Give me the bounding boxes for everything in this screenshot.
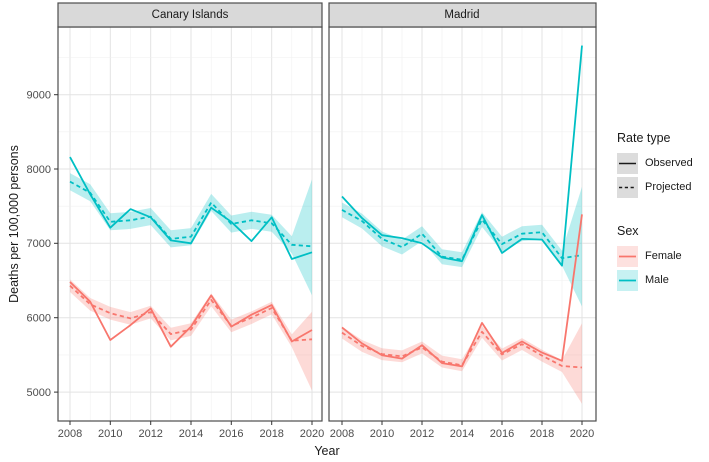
facet-strip xyxy=(57,2,323,28)
x-tick-label: 2016 xyxy=(219,428,243,440)
y-tick-label: 5000 xyxy=(27,387,51,399)
line-male-observed xyxy=(69,156,313,260)
y-tick-label: 9000 xyxy=(27,90,51,102)
projected-dashed-line-key-icon xyxy=(617,176,638,198)
y-tick-label: 8000 xyxy=(27,164,51,176)
observed-solid-line-key-icon xyxy=(617,152,638,174)
x-tick-label: 2012 xyxy=(138,428,162,440)
x-tick-label: 2018 xyxy=(259,428,283,440)
ribbon-female xyxy=(70,279,312,391)
facet-strip xyxy=(328,2,597,28)
y-tick-label: 6000 xyxy=(27,313,51,325)
x-tick-label: 2010 xyxy=(370,428,394,440)
x-tick-label: 2010 xyxy=(98,428,122,440)
x-tick-label: 2012 xyxy=(410,428,434,440)
y-axis-title: Deaths per 100,000 persons xyxy=(7,145,21,303)
ribbon-male xyxy=(342,186,582,307)
legend-label-projected: Projected xyxy=(645,181,692,193)
legend-label-female: Female xyxy=(645,250,682,262)
y-tick-label: 7000 xyxy=(27,238,51,250)
legend-label-observed: Observed xyxy=(645,157,693,169)
legend-item-female: Female xyxy=(617,245,707,267)
line-male-projected xyxy=(69,180,313,248)
x-tick-label: 2020 xyxy=(570,428,594,440)
x-tick-label: 2018 xyxy=(530,428,554,440)
legend-item-male: Male xyxy=(617,269,707,291)
line-female-observed xyxy=(69,281,313,348)
legend-rate-type-title: Rate type xyxy=(617,131,671,145)
line-female-projected xyxy=(341,330,583,369)
legend-item-observed: Observed xyxy=(617,152,707,174)
x-tick-label: 2020 xyxy=(300,428,324,440)
line-female-projected xyxy=(69,285,313,342)
ribbon-male xyxy=(70,173,312,296)
panel-background xyxy=(58,27,322,421)
x-axis-title: Year xyxy=(314,444,340,458)
facet-strip-canary-islands: Canary Islands xyxy=(151,9,229,21)
facet-strip-madrid: Madrid xyxy=(444,9,480,21)
legend-item-projected: Projected xyxy=(617,176,707,198)
legend: Rate type Observed Projected Sex Female xyxy=(617,131,707,293)
female-line-key-icon xyxy=(617,245,638,267)
line-female-observed xyxy=(341,214,583,368)
x-tick-label: 2014 xyxy=(179,428,203,440)
x-tick-label: 2016 xyxy=(490,428,514,440)
male-line-key-icon xyxy=(617,269,638,291)
legend-label-male: Male xyxy=(645,274,669,286)
legend-sex-title: Sex xyxy=(617,224,639,238)
x-tick-label: 2014 xyxy=(450,428,474,440)
line-male-observed xyxy=(341,45,583,267)
x-tick-label: 2008 xyxy=(58,428,82,440)
x-tick-label: 2008 xyxy=(330,428,354,440)
